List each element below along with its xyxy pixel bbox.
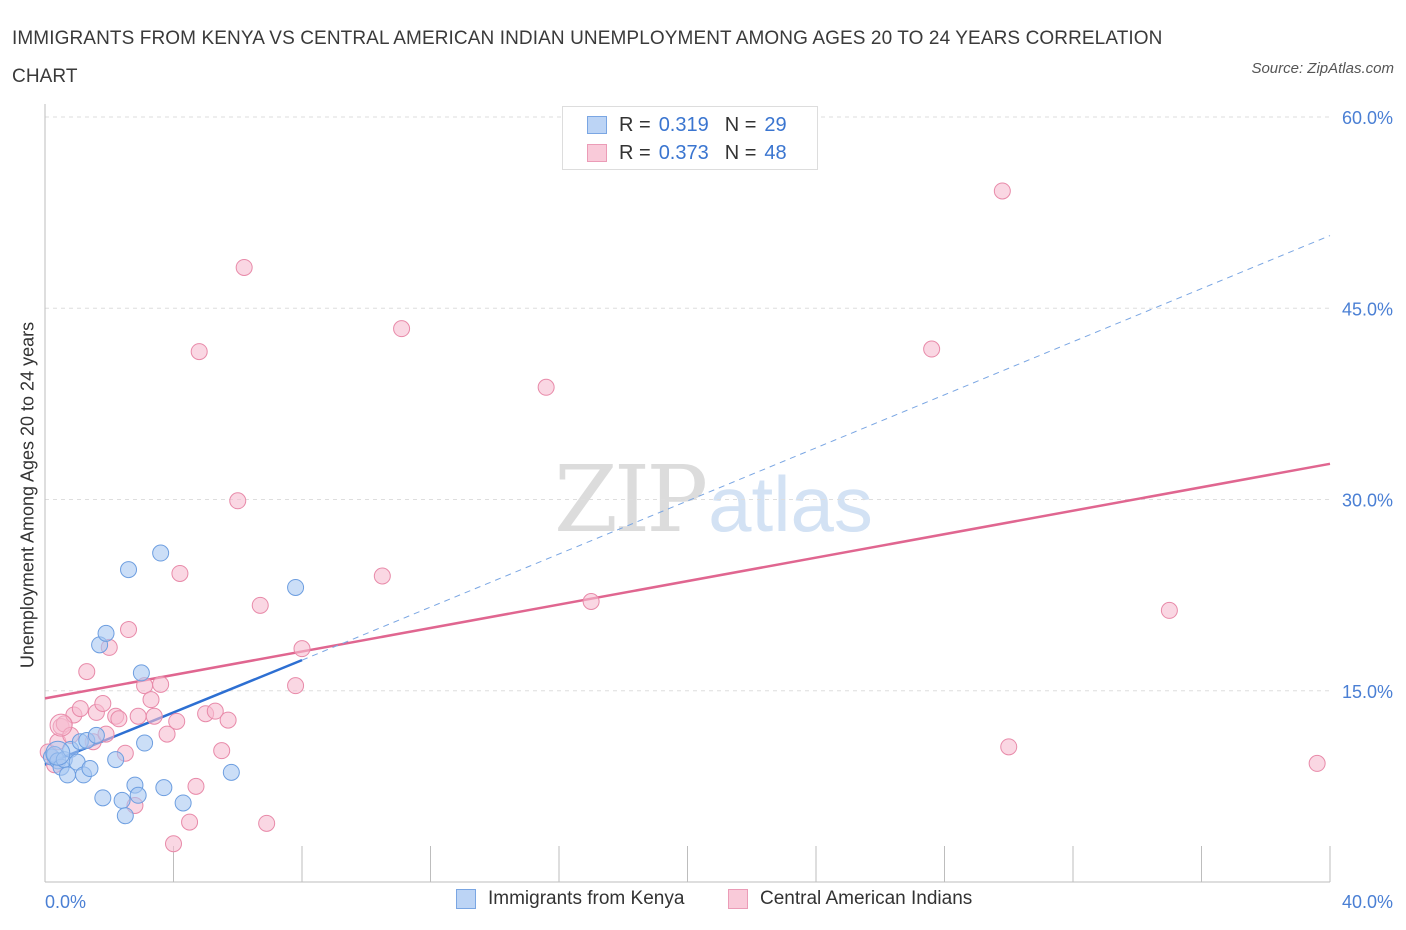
stats-legend-row-central-american: R = 0.373 N = 48	[587, 140, 787, 166]
x-tick-label: 40.0%	[1342, 892, 1393, 912]
kenya-point	[107, 751, 125, 769]
central-american-point	[152, 675, 170, 693]
kenya-point	[120, 561, 138, 579]
source-label: Source: ZipAtlas.com	[1251, 60, 1394, 77]
y-tick-label: 15.0%	[1342, 682, 1393, 702]
n-label: N =	[724, 113, 757, 136]
central-american-swatch	[587, 144, 607, 162]
central-american-point	[293, 640, 311, 658]
central-american-point	[1000, 738, 1018, 756]
central-american-point	[235, 258, 253, 276]
kenya-point	[87, 726, 105, 744]
kenya-point	[155, 779, 173, 797]
central-american-n-value: 48	[764, 141, 787, 164]
y-tick-label: 60.0%	[1342, 108, 1393, 128]
y-axis-label: Unemployment Among Ages 20 to 24 years	[17, 321, 38, 669]
kenya-point	[152, 544, 170, 562]
kenya-trend-extension	[301, 235, 1331, 661]
legend-item-kenya[interactable]: Immigrants from Kenya	[456, 888, 684, 910]
central-american-point	[258, 814, 276, 832]
x-tick-label: 0.0%	[45, 892, 86, 912]
n-label: N =	[724, 141, 757, 164]
kenya-legend-swatch	[456, 889, 476, 909]
central-american-legend-swatch	[728, 889, 748, 909]
kenya-point	[287, 578, 305, 596]
central-american-r-value: 0.373	[658, 141, 709, 164]
central-american-point	[110, 710, 128, 728]
central-american-point	[287, 677, 305, 695]
kenya-point	[113, 791, 131, 809]
central-american-trend-line	[44, 462, 1331, 700]
kenya-point	[94, 789, 112, 807]
central-american-point	[165, 835, 182, 853]
central-american-point	[923, 340, 941, 358]
kenya-point	[129, 786, 147, 804]
central-american-point	[145, 707, 163, 725]
central-american-legend-label: Central American Indians	[760, 888, 973, 909]
y-tick-label: 30.0%	[1342, 491, 1393, 511]
central-american-point	[219, 711, 237, 729]
central-american-point	[49, 713, 73, 737]
y-tick-label: 45.0%	[1342, 299, 1393, 319]
point-layer	[39, 182, 1326, 853]
axis-layer	[44, 104, 1331, 883]
central-american-point	[120, 621, 138, 639]
kenya-point	[132, 664, 150, 682]
central-american-point	[129, 707, 147, 725]
kenya-point	[81, 760, 99, 778]
central-american-point	[993, 182, 1011, 200]
kenya-point	[136, 734, 154, 752]
watermark-atlas: atlas	[708, 460, 873, 548]
kenya-legend-label: Immigrants from Kenya	[488, 888, 685, 909]
r-label: R =	[619, 113, 651, 136]
kenya-point	[222, 763, 240, 781]
stats-legend: R = 0.319 N = 29 R = 0.373 N = 48	[562, 106, 818, 170]
central-american-point	[582, 593, 600, 610]
stats-legend-row-kenya: R = 0.319 N = 29	[587, 112, 787, 138]
central-american-point	[393, 320, 411, 338]
kenya-n-value: 29	[764, 113, 787, 136]
r-label: R =	[619, 141, 651, 164]
kenya-point	[97, 624, 115, 642]
central-american-point	[168, 712, 186, 730]
central-american-point	[142, 691, 160, 709]
central-american-point	[71, 700, 89, 718]
central-american-point	[537, 378, 555, 396]
central-american-point	[229, 492, 247, 510]
central-american-point	[158, 725, 176, 743]
central-american-point	[181, 813, 199, 831]
kenya-point	[45, 740, 71, 766]
central-american-point	[190, 343, 208, 361]
legend-item-central-american[interactable]: Central American Indians	[728, 888, 972, 910]
central-american-point	[1160, 601, 1178, 619]
central-american-point	[206, 702, 224, 720]
central-american-point	[187, 777, 205, 795]
central-american-point	[78, 663, 96, 681]
series-legend: Immigrants from Kenya Central American I…	[0, 888, 1406, 916]
tick-label-layer: 15.0% 30.0% 45.0% 60.0% 0.0% 40.0%	[45, 108, 1393, 912]
central-american-point	[1308, 754, 1326, 772]
central-american-point	[94, 695, 112, 712]
central-american-point	[213, 742, 231, 760]
central-american-point	[171, 564, 189, 582]
central-american-point	[251, 596, 269, 614]
central-american-point	[373, 567, 391, 585]
grid-layer	[45, 116, 1330, 692]
kenya-point	[116, 807, 134, 825]
chart-title: IMMIGRANTS FROM KENYA VS CENTRAL AMERICA…	[12, 28, 1163, 87]
kenya-swatch	[587, 116, 607, 134]
kenya-point	[174, 794, 192, 812]
kenya-r-value: 0.319	[658, 113, 709, 136]
